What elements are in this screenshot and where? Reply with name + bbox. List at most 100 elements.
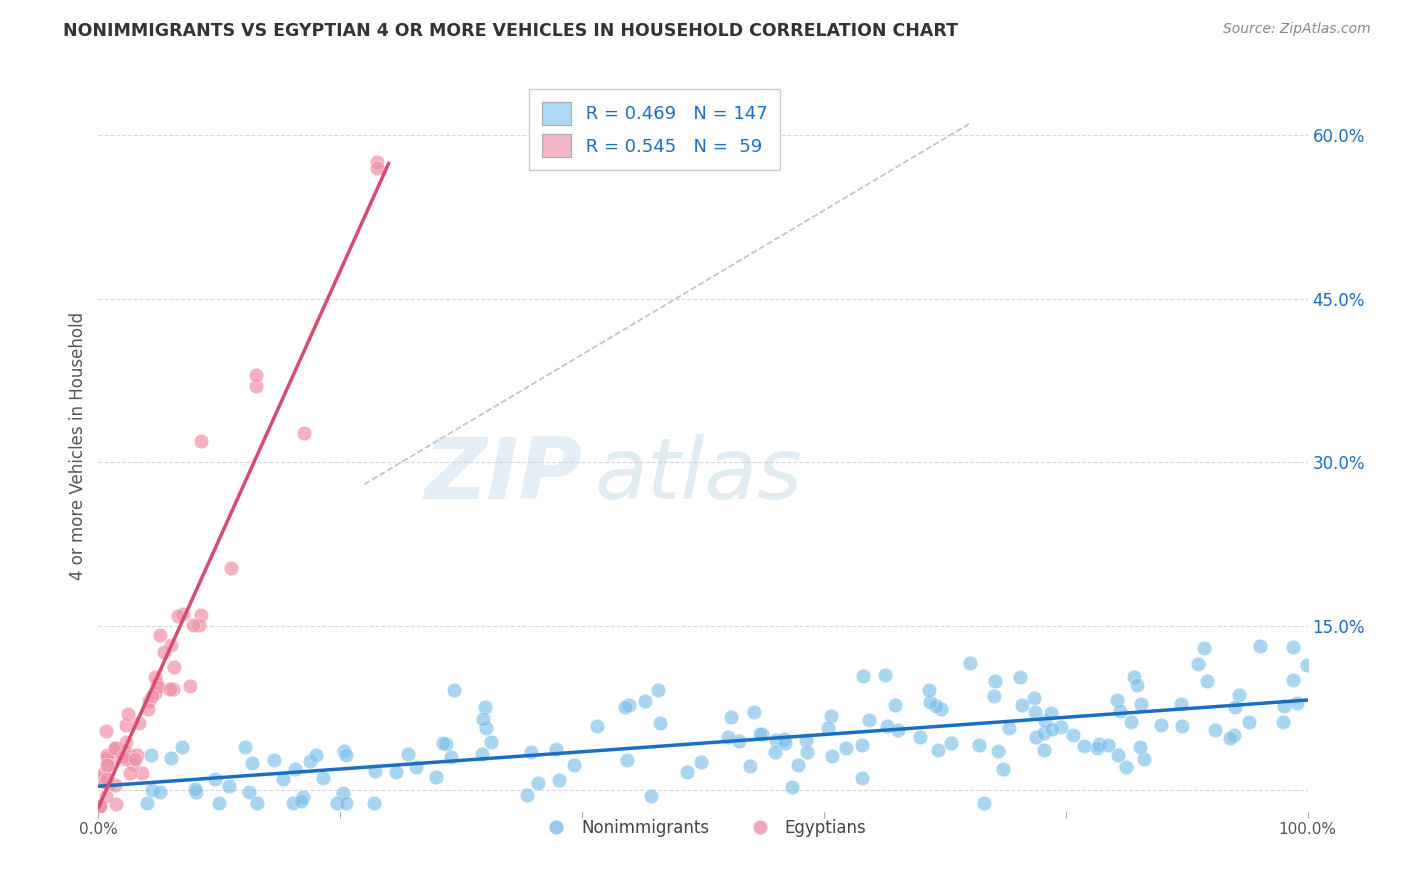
Text: NONIMMIGRANTS VS EGYPTIAN 4 OR MORE VEHICLES IN HOUSEHOLD CORRELATION CHART: NONIMMIGRANTS VS EGYPTIAN 4 OR MORE VEHI… bbox=[63, 22, 959, 40]
Point bbox=[1126, 678, 1149, 692]
Point bbox=[332, 744, 354, 758]
Point bbox=[1040, 706, 1063, 721]
Point bbox=[208, 796, 231, 810]
Point bbox=[1282, 640, 1305, 654]
Point bbox=[765, 733, 787, 747]
Point bbox=[425, 771, 447, 785]
Point bbox=[773, 731, 796, 746]
Point bbox=[527, 776, 550, 790]
Point bbox=[101, 751, 124, 765]
Point bbox=[751, 727, 773, 741]
Point bbox=[94, 724, 117, 739]
Point bbox=[1150, 718, 1173, 732]
Point bbox=[366, 155, 388, 169]
Point bbox=[97, 758, 120, 772]
Point bbox=[1222, 728, 1244, 742]
Point bbox=[148, 785, 170, 799]
Point bbox=[146, 677, 169, 691]
Point bbox=[136, 702, 159, 716]
Point bbox=[614, 699, 637, 714]
Point bbox=[1121, 714, 1143, 729]
Point bbox=[96, 750, 118, 764]
Point bbox=[305, 747, 328, 762]
Point bbox=[475, 721, 498, 735]
Point bbox=[852, 669, 875, 683]
Point bbox=[1085, 740, 1108, 755]
Point bbox=[887, 723, 910, 737]
Point bbox=[163, 660, 186, 674]
Point bbox=[112, 744, 135, 758]
Point bbox=[124, 752, 146, 766]
Point bbox=[987, 743, 1010, 757]
Point bbox=[998, 721, 1021, 735]
Point bbox=[332, 786, 354, 800]
Point bbox=[1008, 670, 1031, 684]
Point bbox=[148, 680, 170, 694]
Point bbox=[138, 694, 160, 708]
Point bbox=[479, 735, 502, 749]
Point bbox=[219, 561, 242, 575]
Point bbox=[1042, 722, 1064, 736]
Point bbox=[794, 732, 817, 747]
Point bbox=[1295, 657, 1317, 672]
Point bbox=[738, 758, 761, 772]
Point bbox=[1237, 714, 1260, 729]
Point bbox=[149, 628, 172, 642]
Point bbox=[96, 758, 118, 772]
Point bbox=[434, 737, 457, 751]
Point bbox=[108, 744, 131, 758]
Point bbox=[516, 788, 538, 802]
Point bbox=[786, 758, 808, 772]
Point bbox=[472, 712, 495, 726]
Point bbox=[159, 638, 181, 652]
Point bbox=[927, 742, 949, 756]
Point bbox=[717, 730, 740, 744]
Point bbox=[1195, 673, 1218, 688]
Point bbox=[744, 705, 766, 719]
Point bbox=[439, 749, 461, 764]
Point bbox=[153, 645, 176, 659]
Point bbox=[170, 739, 193, 754]
Point bbox=[1105, 693, 1128, 707]
Point bbox=[616, 753, 638, 767]
Point bbox=[245, 368, 267, 382]
Point bbox=[1062, 728, 1084, 742]
Point bbox=[820, 708, 842, 723]
Point bbox=[650, 716, 672, 731]
Point bbox=[973, 796, 995, 810]
Point bbox=[443, 683, 465, 698]
Point bbox=[312, 771, 335, 785]
Point bbox=[335, 747, 357, 762]
Point bbox=[1049, 720, 1071, 734]
Point bbox=[184, 782, 207, 797]
Point bbox=[1123, 670, 1146, 684]
Point bbox=[245, 379, 267, 393]
Point bbox=[1204, 723, 1226, 738]
Point bbox=[385, 764, 408, 779]
Point bbox=[284, 762, 307, 776]
Point bbox=[87, 799, 110, 814]
Point bbox=[984, 674, 1007, 689]
Point bbox=[117, 747, 139, 761]
Point bbox=[363, 764, 385, 779]
Point bbox=[1097, 739, 1119, 753]
Point bbox=[1073, 739, 1095, 754]
Point bbox=[858, 713, 880, 727]
Point bbox=[103, 741, 125, 756]
Point bbox=[1109, 704, 1132, 718]
Point bbox=[184, 785, 207, 799]
Point bbox=[117, 706, 139, 721]
Point bbox=[363, 796, 385, 810]
Point bbox=[245, 796, 267, 810]
Point bbox=[967, 738, 990, 752]
Y-axis label: 4 or more Vehicles in Household: 4 or more Vehicles in Household bbox=[69, 312, 87, 580]
Point bbox=[763, 745, 786, 759]
Point bbox=[93, 766, 115, 780]
Point bbox=[89, 799, 111, 814]
Point bbox=[1250, 640, 1272, 654]
Point bbox=[162, 681, 184, 696]
Point bbox=[291, 790, 314, 805]
Point bbox=[1107, 747, 1129, 762]
Point bbox=[471, 747, 494, 761]
Point bbox=[1274, 699, 1296, 714]
